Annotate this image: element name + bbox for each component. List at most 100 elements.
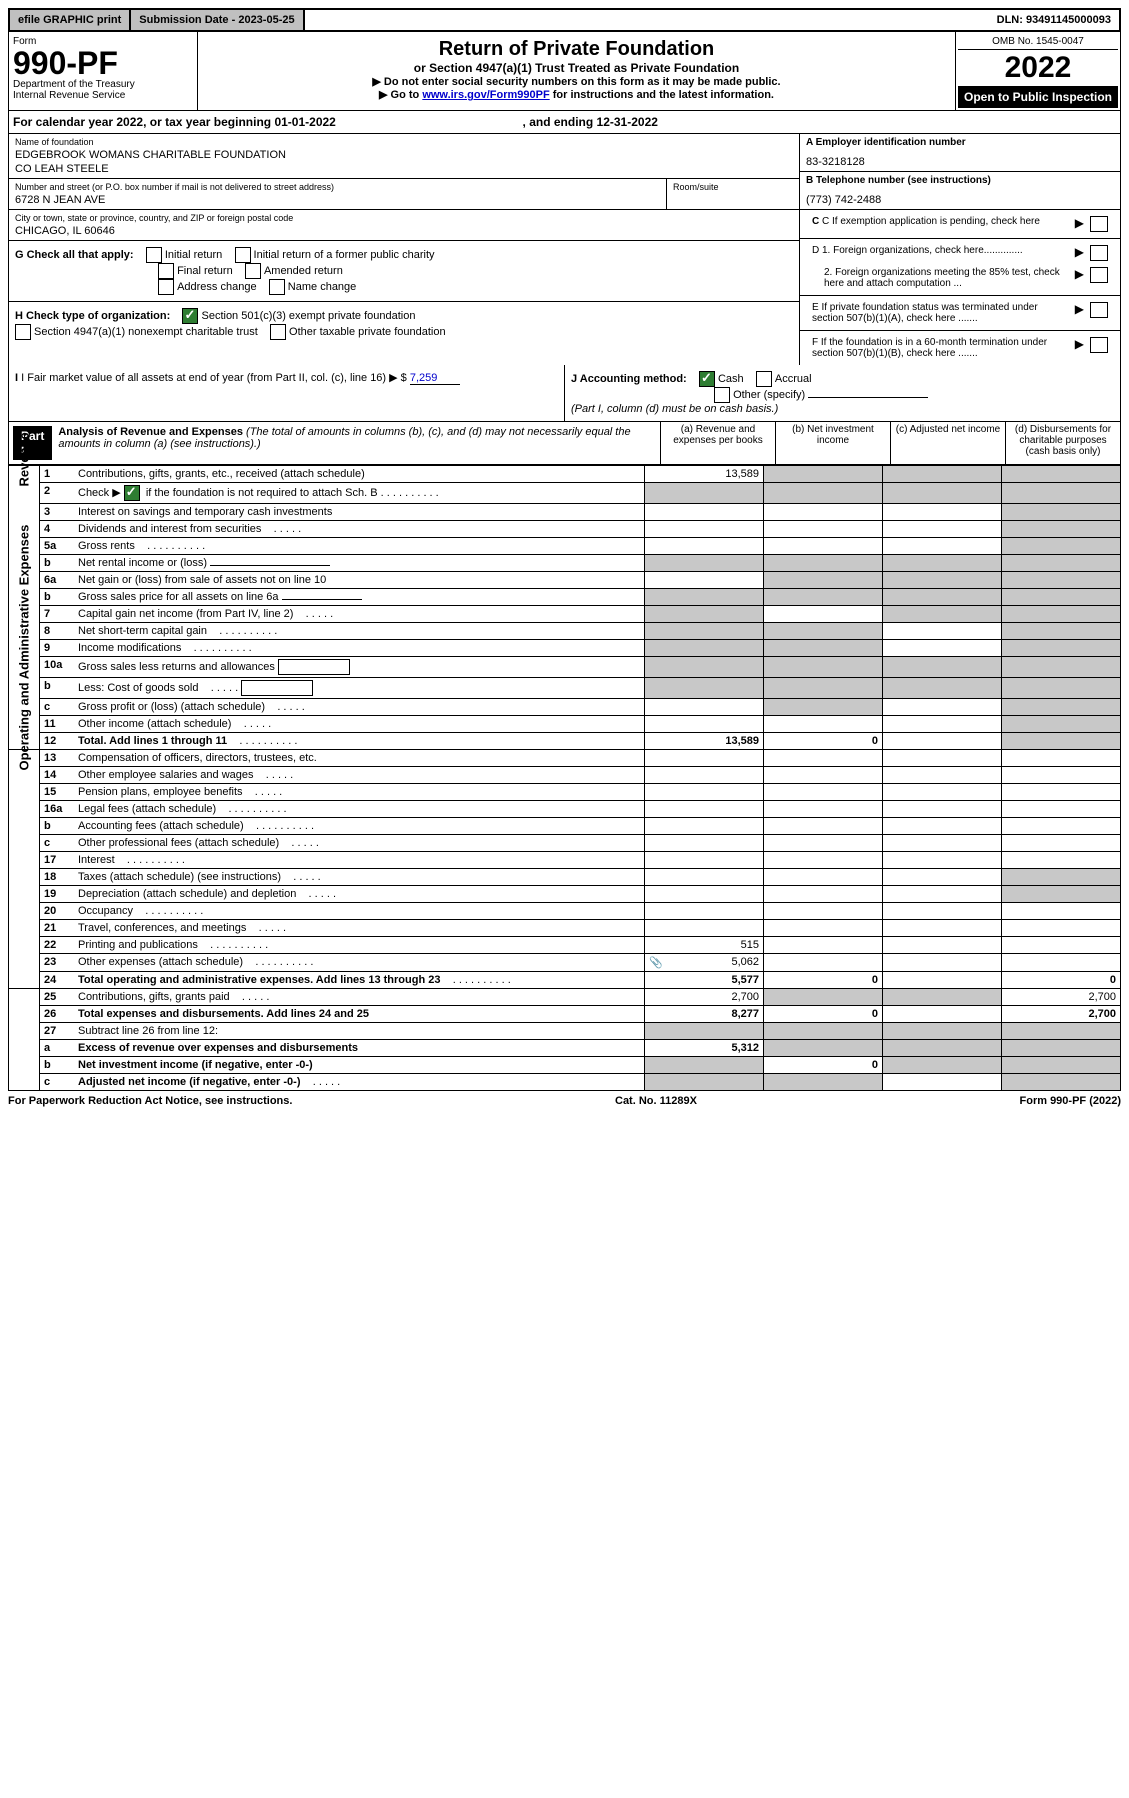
g-section: G Check all that apply: Initial return I… — [9, 241, 799, 302]
table-row: 19Depreciation (attach schedule) and dep… — [9, 886, 1121, 903]
ij-row: I I Fair market value of all assets at e… — [8, 365, 1121, 422]
header-center: Return of Private Foundation or Section … — [198, 32, 955, 110]
footer-left: For Paperwork Reduction Act Notice, see … — [8, 1095, 292, 1107]
l1-a: 13,589 — [645, 466, 764, 483]
checkbox-initial-return[interactable] — [146, 247, 162, 263]
l25-a: 2,700 — [645, 989, 764, 1006]
arrow-icon: ▶ — [1075, 216, 1084, 230]
table-row: 9Income modifications . . . . . . . . . … — [9, 640, 1121, 657]
col-a-header: (a) Revenue and expenses per books — [660, 422, 775, 464]
f-row: F If the foundation is in a 60-month ter… — [800, 331, 1120, 365]
table-row: cGross profit or (loss) (attach schedule… — [9, 699, 1121, 716]
l27b-b: 0 — [764, 1057, 883, 1074]
city-state-zip: CHICAGO, IL 60646 — [15, 223, 793, 237]
col-c-header: (c) Adjusted net income — [890, 422, 1005, 464]
checkbox-4947a1[interactable] — [15, 324, 31, 340]
l25-d: 2,700 — [1002, 989, 1121, 1006]
l12-b: 0 — [764, 733, 883, 750]
table-row: bNet rental income or (loss) — [9, 555, 1121, 572]
j-section: J Accounting method: Cash Accrual Other … — [565, 365, 1120, 421]
top-bar: efile GRAPHIC print Submission Date - 20… — [8, 8, 1121, 32]
table-row: bGross sales price for all assets on lin… — [9, 589, 1121, 606]
irs-label: Internal Revenue Service — [13, 90, 193, 101]
table-row: Revenue 1 Contributions, gifts, grants, … — [9, 466, 1121, 483]
table-row: 8Net short-term capital gain . . . . . .… — [9, 623, 1121, 640]
checkbox-f[interactable] — [1090, 337, 1108, 353]
table-row: 22Printing and publications . . . . . . … — [9, 937, 1121, 954]
checkbox-initial-former[interactable] — [235, 247, 251, 263]
address-row: Number and street (or P.O. box number if… — [9, 179, 799, 210]
part1-header: Part I Analysis of Revenue and Expenses … — [8, 422, 1121, 465]
checkbox-address-change[interactable] — [158, 279, 174, 295]
table-row: 5aGross rents . . . . . . . . . . — [9, 538, 1121, 555]
table-row: 27Subtract line 26 from line 12: — [9, 1023, 1121, 1040]
dln-label: DLN: 93491145000093 — [989, 10, 1119, 30]
table-row: 3Interest on savings and temporary cash … — [9, 504, 1121, 521]
phone-value: (773) 742-2488 — [806, 186, 1114, 206]
foundation-name: EDGEBROOK WOMANS CHARITABLE FOUNDATION — [15, 147, 793, 161]
table-row: 20Occupancy . . . . . . . . . . — [9, 903, 1121, 920]
table-row: bAccounting fees (attach schedule) . . .… — [9, 818, 1121, 835]
table-row: 15Pension plans, employee benefits . . .… — [9, 784, 1121, 801]
omb-number: OMB No. 1545-0047 — [958, 34, 1118, 50]
c-row: C C If exemption application is pending,… — [800, 210, 1120, 239]
table-row: 16aLegal fees (attach schedule) . . . . … — [9, 801, 1121, 818]
checkbox-cash[interactable] — [699, 371, 715, 387]
l24-d: 0 — [1002, 972, 1121, 989]
table-row: 4Dividends and interest from securities … — [9, 521, 1121, 538]
footer-mid: Cat. No. 11289X — [615, 1095, 697, 1107]
l26-d: 2,700 — [1002, 1006, 1121, 1023]
open-public: Open to Public Inspection — [958, 86, 1118, 108]
l12-a: 13,589 — [645, 733, 764, 750]
checkbox-501c3[interactable] — [182, 308, 198, 324]
table-row: 2 Check ▶ if the foundation is not requi… — [9, 483, 1121, 504]
footer: For Paperwork Reduction Act Notice, see … — [8, 1091, 1121, 1111]
h-section: H Check type of organization: Section 50… — [9, 302, 799, 346]
checkbox-final-return[interactable] — [158, 263, 174, 279]
l22-a: 515 — [645, 937, 764, 954]
checkbox-other-method[interactable] — [714, 387, 730, 403]
header-left: Form 990-PF Department of the Treasury I… — [9, 32, 198, 110]
table-row: bNet investment income (if negative, ent… — [9, 1057, 1121, 1074]
form-subtitle: or Section 4947(a)(1) Trust Treated as P… — [204, 61, 949, 75]
checkbox-c[interactable] — [1090, 216, 1108, 232]
table-row: aExcess of revenue over expenses and dis… — [9, 1040, 1121, 1057]
form-number: 990-PF — [13, 47, 193, 79]
foundation-co: CO LEAH STEELE — [15, 161, 793, 175]
revenue-label: Revenue — [17, 465, 32, 487]
checkbox-accrual[interactable] — [756, 371, 772, 387]
table-row: 7Capital gain net income (from Part IV, … — [9, 606, 1121, 623]
table-row: 23Other expenses (attach schedule) . . .… — [9, 954, 1121, 972]
checkbox-sch-b[interactable] — [124, 485, 140, 501]
table-row: cAdjusted net income (if negative, enter… — [9, 1074, 1121, 1091]
checkbox-amended[interactable] — [245, 263, 261, 279]
checkbox-e[interactable] — [1090, 302, 1108, 318]
table-row: cOther professional fees (attach schedul… — [9, 835, 1121, 852]
efile-label: efile GRAPHIC print — [10, 10, 131, 30]
fmv-value: 7,259 — [410, 372, 460, 385]
table-row: 12Total. Add lines 1 through 11 . . . . … — [9, 733, 1121, 750]
table-row: 26Total expenses and disbursements. Add … — [9, 1006, 1121, 1023]
calendar-year-row: For calendar year 2022, or tax year begi… — [8, 111, 1121, 134]
phone-row: B Telephone number (see instructions) (7… — [800, 172, 1120, 210]
expenses-label: Operating and Administrative Expenses — [17, 749, 32, 771]
submission-date-section: Submission Date - 2023-05-25 — [131, 10, 304, 30]
l26-b: 0 — [764, 1006, 883, 1023]
checkbox-other-taxable[interactable] — [270, 324, 286, 340]
table-row: 10aGross sales less returns and allowanc… — [9, 657, 1121, 678]
table-row: bLess: Cost of goods sold . . . . . — [9, 678, 1121, 699]
irs-link[interactable]: www.irs.gov/Form990PF — [422, 89, 549, 101]
room-suite: Room/suite — [667, 179, 799, 209]
checkbox-name-change[interactable] — [269, 279, 285, 295]
e-row: E If private foundation status was termi… — [800, 296, 1120, 331]
tax-year: 2022 — [958, 50, 1118, 86]
footer-right: Form 990-PF (2022) — [1020, 1095, 1122, 1107]
attachment-icon[interactable]: 📎 — [649, 956, 663, 969]
checkbox-d2[interactable] — [1090, 267, 1108, 283]
form-header: Form 990-PF Department of the Treasury I… — [8, 32, 1121, 111]
info-section: Name of foundation EDGEBROOK WOMANS CHAR… — [8, 134, 1121, 365]
l24-a: 5,577 — [645, 972, 764, 989]
notice-link-row: ▶ Go to www.irs.gov/Form990PF for instru… — [204, 88, 949, 101]
checkbox-d1[interactable] — [1090, 245, 1108, 261]
table-row: 6aNet gain or (loss) from sale of assets… — [9, 572, 1121, 589]
